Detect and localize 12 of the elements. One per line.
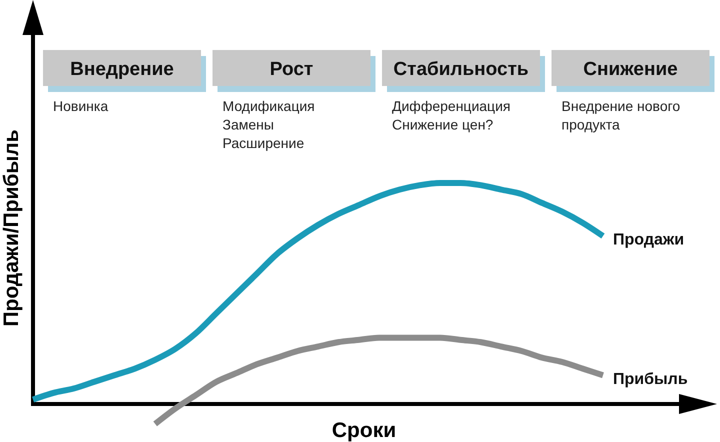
text: Снижение xyxy=(583,59,678,80)
series-label: Прибыль xyxy=(613,370,688,388)
text: Модификация Замены Расширение xyxy=(222,98,315,151)
text: Дифференциация Снижение цен? xyxy=(392,98,510,132)
x-axis-title: Сроки xyxy=(332,419,396,442)
text: Внедрение нового продукта xyxy=(562,98,680,132)
text: Внедрение xyxy=(70,59,174,80)
text: Новинка xyxy=(53,98,108,114)
text: Стабильность xyxy=(393,59,529,80)
y-axis-title: Продажи/Прибыль xyxy=(0,129,23,327)
series-label: Продажи xyxy=(613,232,684,249)
text: Рост xyxy=(270,59,314,80)
